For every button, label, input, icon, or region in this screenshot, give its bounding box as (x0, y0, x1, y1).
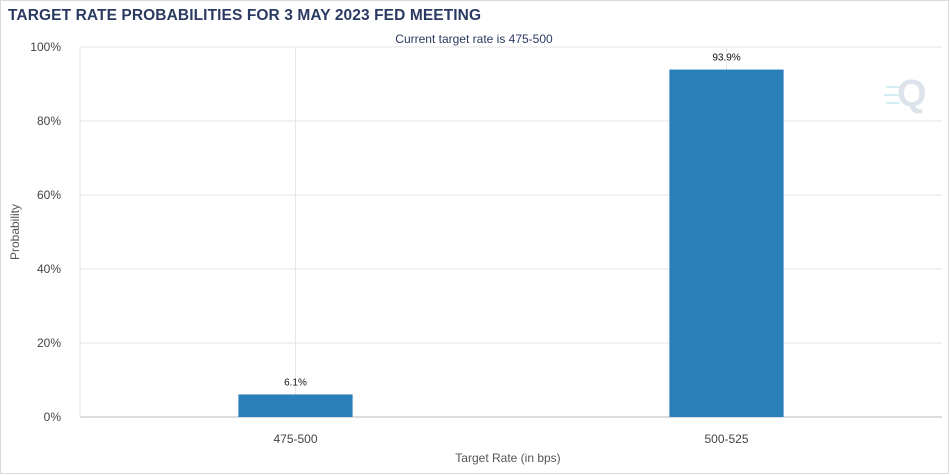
data-label: 6.1% (284, 377, 307, 388)
chart-title: TARGET RATE PROBABILITIES FOR 3 MAY 2023… (8, 7, 482, 24)
y-axis-ticks: 0% 20% 40% 60% 80% 100% (30, 40, 61, 424)
logo-q-icon: Q (897, 73, 927, 115)
logo-watermark: Q (884, 73, 927, 115)
x-axis-ticks: 475-500 500-525 (273, 432, 748, 446)
y-tick-label: 40% (37, 262, 61, 276)
bar-475-500 (238, 394, 353, 417)
x-axis-label: Target Rate (in bps) (455, 451, 560, 465)
x-tick-label: 475-500 (273, 432, 317, 446)
chart-subtitle: Current target rate is 475-500 (395, 32, 553, 46)
y-axis-label: Probability (8, 204, 22, 260)
bars (238, 69, 784, 417)
y-tick-label: 20% (37, 336, 61, 350)
y-tick-label: 80% (37, 114, 61, 128)
bar-500-525 (669, 69, 784, 417)
y-tick-label: 0% (44, 410, 62, 424)
y-tick-label: 100% (30, 40, 61, 54)
data-labels: 6.1% 93.9% (284, 53, 741, 389)
x-tick-label: 500-525 (704, 432, 748, 446)
grid-lines (79, 46, 942, 418)
data-label: 93.9% (712, 53, 740, 64)
y-tick-label: 60% (37, 188, 61, 202)
